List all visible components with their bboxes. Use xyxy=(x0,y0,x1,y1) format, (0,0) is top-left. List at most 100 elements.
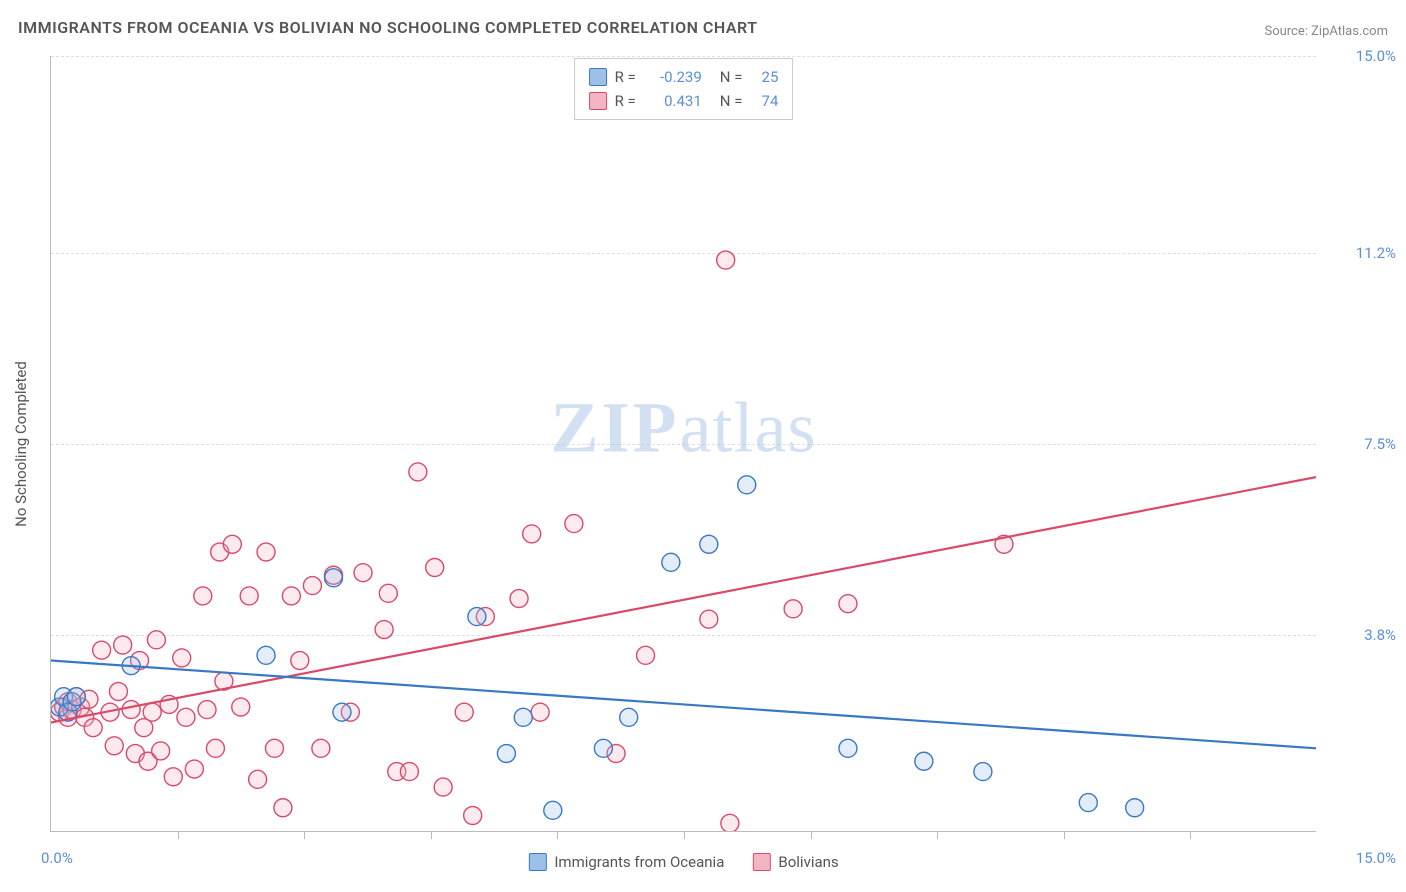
stats-box: R = -0.239 N = 25 R = 0.431 N = 74 xyxy=(574,58,794,120)
data-point xyxy=(662,553,680,571)
data-point xyxy=(565,515,583,533)
oceania-swatch xyxy=(528,853,546,871)
data-point xyxy=(198,701,216,719)
data-point xyxy=(464,807,482,825)
data-point xyxy=(291,652,309,670)
data-point xyxy=(177,708,195,726)
data-point xyxy=(185,760,203,778)
r-label: R = xyxy=(615,65,636,89)
r-value-oceania: -0.239 xyxy=(644,65,702,89)
data-point xyxy=(232,698,250,716)
data-point xyxy=(249,770,267,788)
data-point xyxy=(194,587,212,605)
data-point xyxy=(325,569,343,587)
data-point xyxy=(282,587,300,605)
data-point xyxy=(333,703,351,721)
bolivians-swatch xyxy=(589,92,607,110)
x-tick xyxy=(811,831,812,839)
x-max-label: 15.0% xyxy=(1326,849,1396,867)
x-tick xyxy=(304,831,305,839)
plot-area: No Schooling Completed R = -0.239 N = 25… xyxy=(50,56,1316,832)
n-value-bolivians: 74 xyxy=(750,89,778,113)
data-point xyxy=(257,646,275,664)
x-tick xyxy=(1190,831,1191,839)
data-point xyxy=(974,763,992,781)
y-tick-label: 3.8% xyxy=(1326,626,1396,644)
data-point xyxy=(375,621,393,639)
data-point xyxy=(839,595,857,613)
data-point xyxy=(523,525,541,543)
data-point xyxy=(784,600,802,618)
x-min-label: 0.0% xyxy=(41,849,73,867)
data-point xyxy=(84,719,102,737)
data-point xyxy=(152,742,170,760)
y-tick-label: 15.0% xyxy=(1326,47,1396,65)
data-point xyxy=(173,649,191,667)
data-point xyxy=(240,587,258,605)
x-tick xyxy=(1064,831,1065,839)
data-point xyxy=(434,778,452,796)
data-point xyxy=(544,801,562,819)
bolivians-swatch xyxy=(752,853,770,871)
data-point xyxy=(93,641,111,659)
data-point xyxy=(109,683,127,701)
data-point xyxy=(455,703,473,721)
x-tick xyxy=(178,831,179,839)
data-point xyxy=(738,476,756,494)
data-point xyxy=(303,577,321,595)
n-value-oceania: 25 xyxy=(750,65,778,89)
data-point xyxy=(354,564,372,582)
legend-label-bolivians: Bolivians xyxy=(778,853,838,871)
data-point xyxy=(717,251,735,269)
data-point xyxy=(839,739,857,757)
stats-row-oceania: R = -0.239 N = 25 xyxy=(589,65,779,89)
data-point xyxy=(223,535,241,553)
data-point xyxy=(114,636,132,654)
data-point xyxy=(700,610,718,628)
x-tick xyxy=(431,831,432,839)
data-point xyxy=(105,737,123,755)
legend-label-oceania: Immigrants from Oceania xyxy=(554,853,724,871)
data-point xyxy=(147,631,165,649)
source-link[interactable]: ZipAtlas.com xyxy=(1311,24,1388,39)
data-point xyxy=(594,739,612,757)
source-label: Source: xyxy=(1264,24,1311,39)
r-label: R = xyxy=(615,89,636,113)
data-point xyxy=(915,752,933,770)
data-point xyxy=(620,708,638,726)
x-tick xyxy=(557,831,558,839)
data-point xyxy=(510,590,528,608)
r-value-bolivians: 0.431 xyxy=(644,89,702,113)
data-point xyxy=(379,584,397,602)
source-attribution: Source: ZipAtlas.com xyxy=(1264,24,1388,39)
data-point xyxy=(1126,799,1144,817)
data-point xyxy=(206,739,224,757)
data-point xyxy=(274,799,292,817)
data-point xyxy=(409,463,427,481)
y-axis-title: No Schooling Completed xyxy=(12,361,30,527)
data-point xyxy=(721,814,739,831)
data-point xyxy=(531,703,549,721)
n-label: N = xyxy=(720,89,743,113)
data-point xyxy=(514,708,532,726)
data-point xyxy=(312,739,330,757)
data-point xyxy=(164,768,182,786)
data-point xyxy=(700,535,718,553)
data-point xyxy=(122,701,140,719)
legend: Immigrants from Oceania Bolivians xyxy=(528,853,838,871)
y-tick-label: 11.2% xyxy=(1326,244,1396,262)
data-point xyxy=(468,608,486,626)
oceania-swatch xyxy=(589,68,607,86)
x-tick xyxy=(937,831,938,839)
data-point xyxy=(497,745,515,763)
x-tick xyxy=(684,831,685,839)
data-point xyxy=(400,763,418,781)
chart-container: IMMIGRANTS FROM OCEANIA VS BOLIVIAN NO S… xyxy=(0,0,1406,892)
data-point xyxy=(143,703,161,721)
scatter-plot-svg xyxy=(51,56,1316,831)
legend-item-oceania: Immigrants from Oceania xyxy=(528,853,724,871)
data-point xyxy=(265,739,283,757)
data-point xyxy=(637,646,655,664)
y-tick-label: 7.5% xyxy=(1326,435,1396,453)
n-label: N = xyxy=(720,65,743,89)
